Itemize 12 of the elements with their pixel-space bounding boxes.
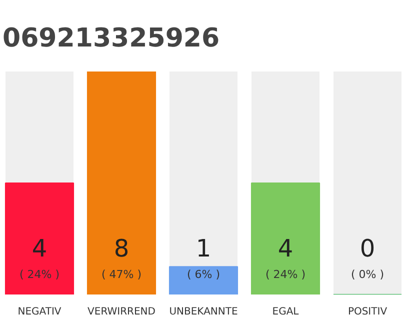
bar <box>168 266 238 294</box>
data-label: 4 ( 24% ) <box>265 234 306 281</box>
x-tick-label: UNBEKANNTE <box>169 306 238 318</box>
x-tick-label: EGAL <box>272 306 300 318</box>
data-label: 1 ( 6% ) <box>186 234 220 281</box>
data-label: 4 ( 24% ) <box>19 234 60 281</box>
data-label: 8 ( 47% ) <box>101 234 142 281</box>
data-label: 0 ( 0% ) <box>350 234 384 281</box>
chart-title: 069213325926 <box>2 24 220 54</box>
x-tick-label: VERWIRREND <box>88 306 156 318</box>
x-tick-label: NEGATIV <box>18 306 62 318</box>
x-tick-label: POSITIV <box>348 306 388 318</box>
